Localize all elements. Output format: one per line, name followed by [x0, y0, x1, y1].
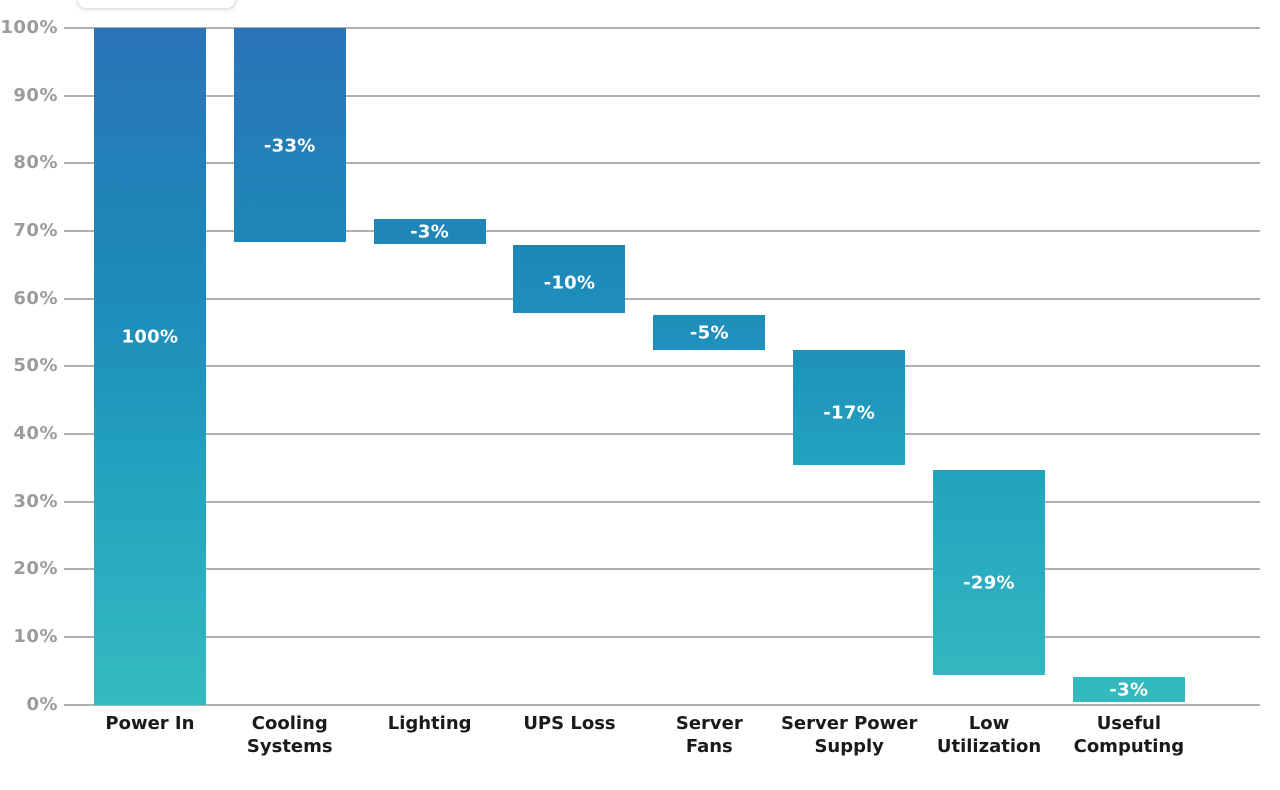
waterfall-bar: -33%	[233, 28, 346, 243]
waterfall-bar: 100%	[93, 28, 206, 705]
x-axis-label: Lighting	[387, 713, 472, 734]
cropped-overlay-box	[77, 0, 236, 9]
y-gridline	[64, 635, 1260, 638]
y-tick-label: 20%	[13, 558, 58, 580]
y-tick-label: 50%	[13, 355, 58, 377]
waterfall-bar: -17%	[793, 350, 906, 465]
x-axis-label: Useful Computing	[1073, 713, 1185, 757]
x-axis-label: Cooling Systems	[246, 713, 333, 757]
bar-value-label: -29%	[963, 572, 1015, 594]
y-gridline	[64, 365, 1260, 368]
waterfall-bar: -29%	[933, 470, 1046, 676]
y-gridline	[64, 703, 1260, 706]
waterfall-bar: -10%	[513, 245, 626, 314]
y-gridline	[64, 162, 1260, 165]
waterfall-bar: -5%	[653, 314, 766, 350]
waterfall-bar: -3%	[373, 219, 486, 245]
x-axis-label: Server Power Supply	[780, 713, 918, 757]
y-gridline	[64, 229, 1260, 232]
y-gridline	[64, 568, 1260, 571]
bar-value-label: -3%	[1109, 679, 1149, 701]
waterfall-bar: -3%	[1072, 676, 1185, 703]
bar-value-label: -33%	[263, 135, 316, 157]
y-gridline	[64, 432, 1260, 435]
y-gridline	[64, 27, 1260, 29]
x-axis-label: Low Utilization	[936, 713, 1042, 757]
y-gridline	[64, 94, 1260, 97]
x-axis-label: Server Fans	[675, 713, 743, 757]
bar-value-label: -3%	[410, 221, 450, 243]
y-tick-label: 80%	[13, 152, 58, 174]
bar-value-label: -17%	[823, 402, 876, 424]
y-gridline	[64, 297, 1260, 300]
y-tick-label: 40%	[13, 422, 58, 444]
y-gridline	[64, 500, 1260, 503]
y-tick-label: 60%	[13, 287, 58, 309]
y-tick-label: 70%	[13, 219, 58, 241]
bar-value-label: -5%	[689, 322, 729, 344]
bar-value-label: -10%	[543, 272, 596, 294]
y-tick-label: 30%	[13, 490, 58, 512]
y-tick-label: 90%	[13, 84, 58, 106]
bar-value-label: 100%	[121, 326, 179, 348]
y-tick-label: 100%	[0, 17, 58, 38]
x-axis-label: UPS Loss	[523, 713, 616, 734]
y-tick-label: 0%	[26, 693, 58, 715]
y-tick-label: 10%	[13, 625, 58, 647]
x-axis-label: Power In	[105, 713, 195, 734]
